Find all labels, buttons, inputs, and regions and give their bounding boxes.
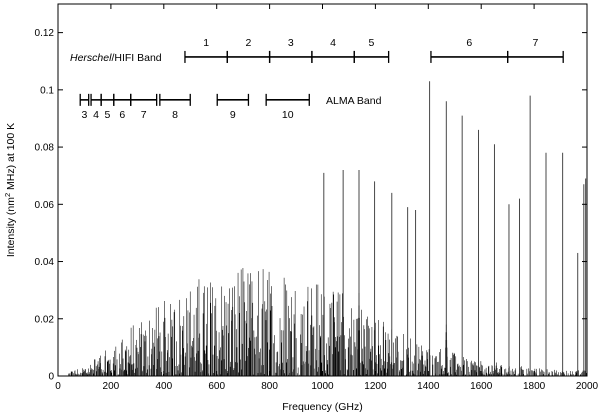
y-tick-label: 0.02 — [35, 314, 55, 325]
band-number: 3 — [288, 37, 294, 49]
y-tick-label: 0.1 — [40, 85, 54, 96]
band-number: 4 — [93, 109, 99, 121]
y-tick-label: 0.08 — [35, 143, 55, 154]
band-number: 7 — [141, 109, 147, 121]
band-number: 9 — [230, 109, 236, 121]
band-number: 10 — [282, 109, 294, 121]
x-tick-label: 200 — [103, 381, 120, 392]
band-number: 7 — [533, 37, 539, 49]
y-axis: 0 0.02 0.04 0.06 0.08 0.1 0.12 — [35, 28, 587, 383]
hifi-label-italic: Herschel — [70, 52, 112, 64]
y-tick-label: 0.12 — [35, 28, 55, 39]
x-tick-label: 600 — [208, 381, 225, 392]
y-axis-label-rest: MHz) at 100 K — [5, 123, 17, 193]
hifi-label-rest: /HIFI Band — [111, 52, 161, 64]
band-number: 2 — [246, 37, 252, 49]
band-number: 8 — [172, 109, 178, 121]
hifi-band-label: Herschel/HIFI Band — [70, 52, 162, 64]
y-axis-label-sup: 2 — [3, 193, 12, 197]
band-number: 5 — [105, 109, 111, 121]
y-tick-label: 0.04 — [35, 257, 55, 268]
band-number: 5 — [369, 37, 375, 49]
x-tick-label: 1200 — [364, 381, 387, 392]
y-tick-label: 0 — [48, 372, 54, 383]
band-number: 6 — [466, 37, 472, 49]
x-axis-label: Frequency (GHz) — [282, 401, 363, 413]
x-tick-label: 1000 — [311, 381, 334, 392]
x-tick-label: 400 — [155, 381, 172, 392]
y-axis-label-main: Intensity (nm — [5, 197, 17, 257]
alma-band-label: ALMA Band — [326, 95, 382, 107]
x-tick-label: 800 — [261, 381, 278, 392]
x-tick-label: 2000 — [576, 381, 599, 392]
band-number: 4 — [330, 37, 336, 49]
hifi-bands: 1 2 3 4 5 6 7 — [184, 37, 564, 63]
x-axis: 0 200 400 600 800 1000 1200 1400 1600 1800 2000 — [55, 4, 599, 392]
band-number: 6 — [119, 109, 125, 121]
x-tick-label: 1600 — [470, 381, 493, 392]
spectral-lines — [68, 81, 587, 376]
band-number: 1 — [203, 37, 209, 49]
y-axis-label: Intensity (nm2 MHz) at 100 K — [3, 123, 18, 257]
x-tick-label: 1800 — [523, 381, 546, 392]
alma-bands: 3 4 5 6 7 8 9 10 — [79, 93, 310, 121]
x-tick-label: 0 — [55, 381, 61, 392]
x-tick-label: 1400 — [417, 381, 440, 392]
band-number: 3 — [82, 109, 88, 121]
y-tick-label: 0.06 — [35, 200, 55, 211]
